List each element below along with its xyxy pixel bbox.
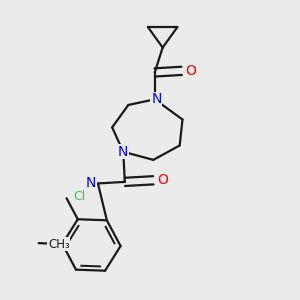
Text: N: N <box>151 92 161 106</box>
Text: O: O <box>185 64 196 78</box>
Text: Cl: Cl <box>74 190 86 203</box>
Text: CH₃: CH₃ <box>48 238 70 250</box>
Text: N: N <box>118 145 128 159</box>
Text: H: H <box>85 177 93 190</box>
Text: N: N <box>86 176 96 190</box>
Text: O: O <box>157 173 168 187</box>
